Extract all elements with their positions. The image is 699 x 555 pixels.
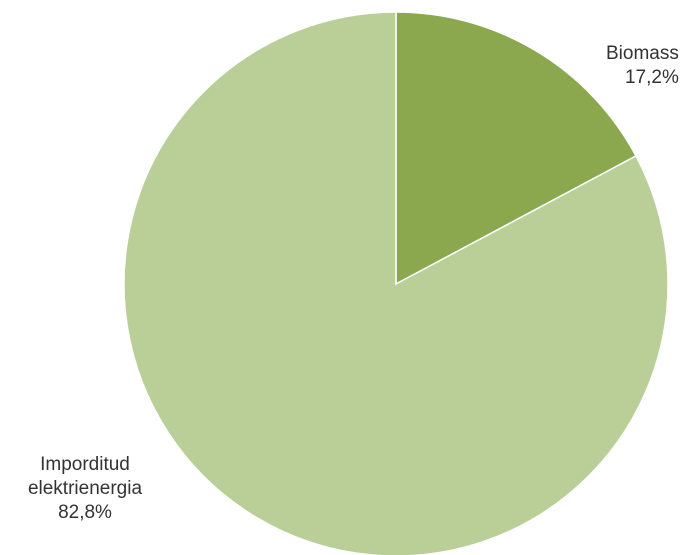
slice-label-biomass: Biomass 17,2%: [606, 42, 679, 90]
slice-label-import-name-line-2: elektrienergia: [27, 478, 143, 499]
pie-slice-imported-electricity: [123, 11, 669, 555]
slice-label-import-value: 82,8%: [58, 502, 112, 523]
pie-slice-biomass: [395, 11, 637, 286]
slice-label-imported-electricity: Imporditud elektrienergia 82,8%: [10, 453, 160, 525]
slice-label-biomass-name: Biomass: [606, 43, 679, 64]
slice-label-biomass-value: 17,2%: [624, 67, 679, 88]
slice-label-import-name-line-1: Imporditud: [40, 454, 130, 475]
